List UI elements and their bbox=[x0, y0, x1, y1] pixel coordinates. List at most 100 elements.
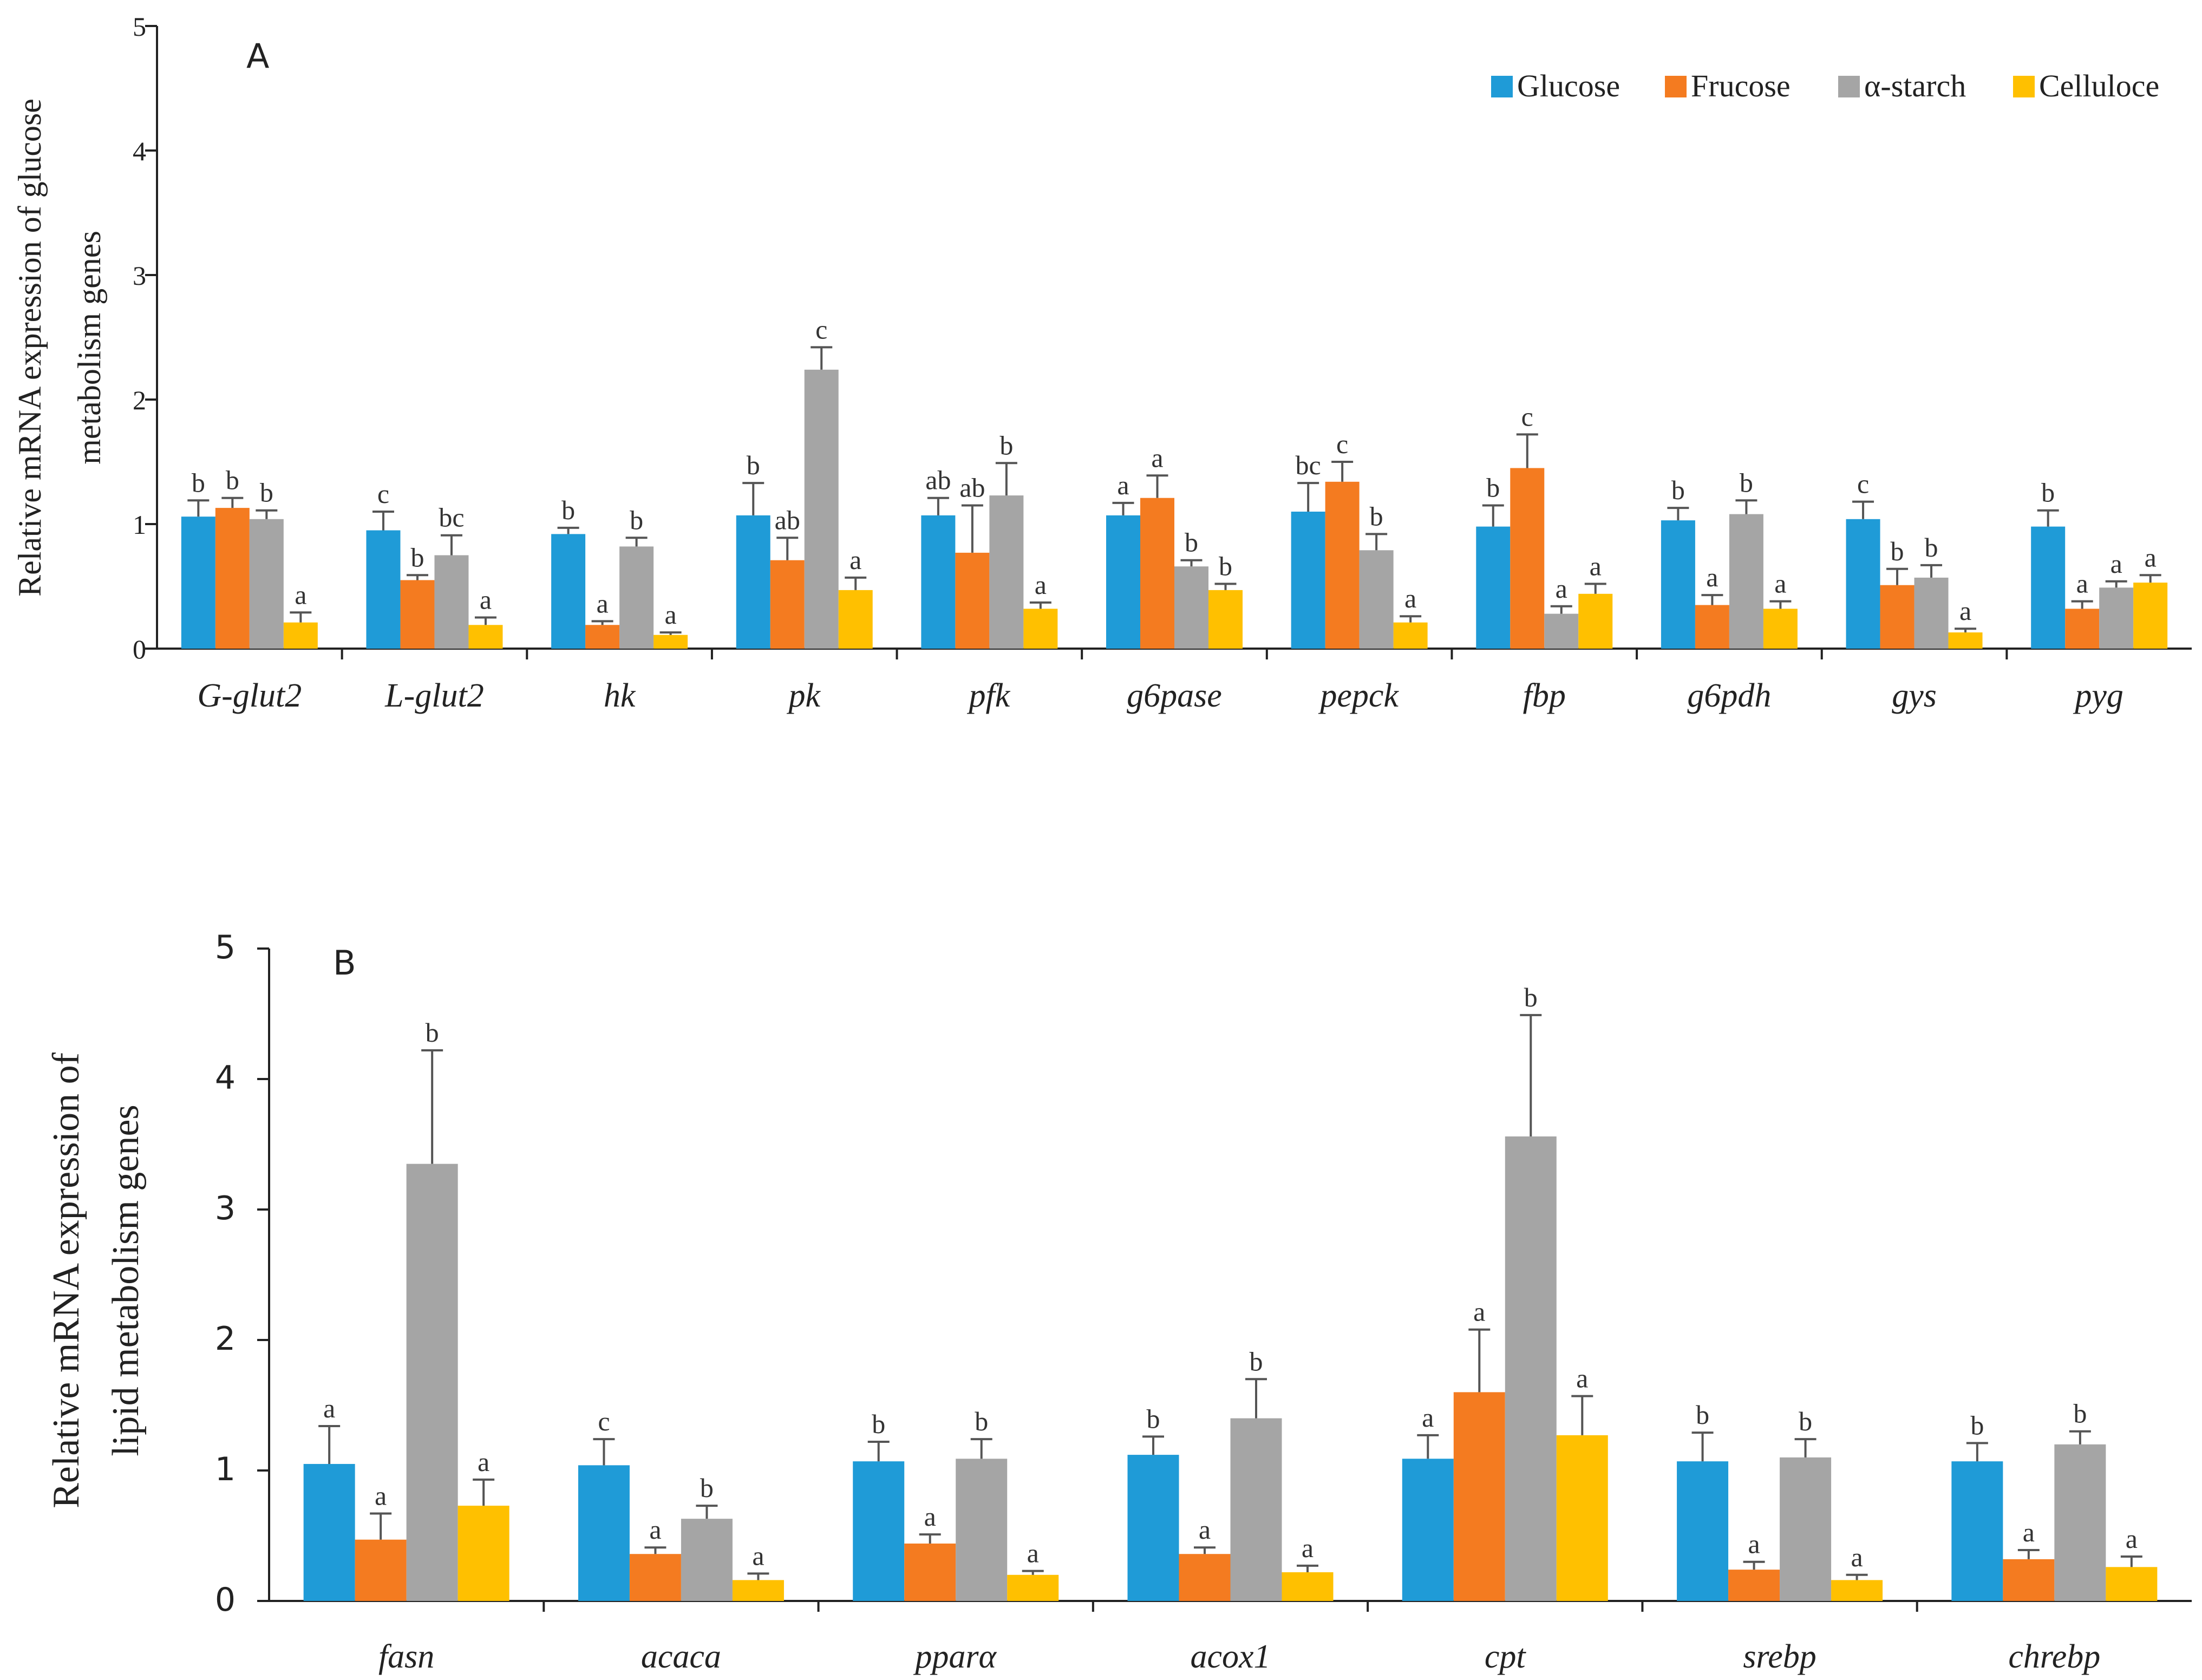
bar bbox=[654, 635, 688, 649]
significance-label: b bbox=[1799, 1406, 1812, 1436]
significance-label: a bbox=[1404, 583, 1416, 613]
significance-label: a bbox=[478, 1447, 489, 1477]
y-axis-label: Relative mRNA expression of glucose metab… bbox=[12, 99, 107, 597]
significance-label: a bbox=[2110, 548, 2122, 579]
significance-label: c bbox=[815, 314, 827, 344]
significance-label: c bbox=[598, 1406, 610, 1436]
bar bbox=[1174, 566, 1208, 649]
legend-label: Glucose bbox=[1517, 68, 1620, 103]
x-category-label: g6pdh bbox=[1687, 677, 1771, 714]
bar bbox=[2031, 526, 2066, 649]
y-tick-label: 0 bbox=[215, 1581, 236, 1619]
legend-swatch bbox=[1838, 76, 1860, 97]
significance-label: b bbox=[561, 495, 575, 525]
bar bbox=[804, 369, 839, 649]
significance-label: a bbox=[1851, 1542, 1863, 1572]
bar bbox=[1695, 605, 1729, 649]
significance-label: a bbox=[295, 579, 306, 610]
chart-lipid-metabolism: 0 1 2 3 4 5 Relative mRNA expression of lipid m… bbox=[45, 929, 2192, 1675]
bar bbox=[1831, 1580, 1883, 1601]
significance-label: a bbox=[664, 599, 676, 630]
significance-label: a bbox=[1027, 1538, 1039, 1568]
significance-label: c bbox=[1521, 401, 1533, 432]
bar bbox=[551, 534, 586, 649]
significance-label: a bbox=[1302, 1533, 1314, 1563]
significance-label: b bbox=[1147, 1403, 1160, 1434]
significance-label: c bbox=[377, 479, 389, 509]
y-tick-label: 4 bbox=[133, 136, 146, 166]
bar bbox=[736, 515, 770, 649]
bar bbox=[1476, 526, 1511, 649]
x-category-label: hk bbox=[604, 677, 636, 714]
bar bbox=[1544, 613, 1579, 649]
bar bbox=[629, 1554, 681, 1601]
significance-label: b bbox=[872, 1409, 885, 1439]
x-category-label: pfk bbox=[966, 677, 1010, 714]
bar bbox=[468, 625, 503, 649]
bar bbox=[921, 515, 956, 649]
y-tick-label: 1 bbox=[133, 509, 146, 540]
bar bbox=[853, 1461, 905, 1601]
significance-label: a bbox=[924, 1501, 936, 1532]
chart-glucose-metabolism: 0 1 2 3 4 5 Relative mRNA expression of glucos… bbox=[12, 11, 2192, 714]
significance-label: a bbox=[1199, 1514, 1211, 1545]
bar bbox=[2106, 1567, 2158, 1601]
bar bbox=[1179, 1554, 1231, 1601]
x-category-label: pyg bbox=[2073, 677, 2123, 714]
legend-label: Celluloce bbox=[2039, 68, 2159, 103]
significance-label: ab bbox=[775, 505, 800, 535]
bar bbox=[1661, 520, 1695, 649]
legend: Glucose Frucose α-starch Celluloce bbox=[1491, 68, 2159, 103]
significance-label: b bbox=[410, 542, 424, 572]
bar bbox=[1325, 481, 1360, 649]
x-category-label: chrebp bbox=[2008, 1638, 2100, 1675]
bar bbox=[1402, 1459, 1454, 1601]
bar bbox=[406, 1163, 458, 1601]
significance-label: bc bbox=[439, 502, 464, 533]
bar bbox=[1846, 519, 1880, 649]
significance-label: b bbox=[1370, 501, 1383, 531]
legend-label: α-starch bbox=[1864, 68, 1966, 103]
bar bbox=[1359, 550, 1394, 649]
bar bbox=[1951, 1461, 2003, 1601]
significance-label: a bbox=[1151, 442, 1163, 473]
legend-swatch bbox=[1665, 76, 1687, 97]
bar bbox=[770, 560, 805, 649]
significance-label: b bbox=[1970, 1410, 1984, 1440]
significance-label: b bbox=[1740, 467, 1753, 498]
significance-label: a bbox=[596, 588, 608, 618]
bar bbox=[181, 517, 215, 649]
x-category-label: acox1 bbox=[1190, 1638, 1270, 1675]
bar bbox=[1510, 468, 1545, 649]
significance-label: b bbox=[999, 430, 1013, 460]
significance-label: a bbox=[1473, 1297, 1485, 1327]
significance-label: a bbox=[1422, 1402, 1434, 1433]
y-tick-label: 2 bbox=[215, 1320, 236, 1358]
bar bbox=[578, 1465, 630, 1601]
x-category-label: g6pase bbox=[1127, 677, 1222, 714]
bar bbox=[1106, 515, 1140, 649]
bar bbox=[619, 546, 654, 649]
significance-label: c bbox=[1336, 429, 1348, 459]
significance-label: b bbox=[2041, 478, 2055, 508]
significance-label: a bbox=[1706, 562, 1718, 592]
y-tick-label: 2 bbox=[133, 385, 146, 415]
bar bbox=[1230, 1418, 1282, 1601]
bar bbox=[303, 1463, 355, 1601]
y-axis-label-line: metabolism genes bbox=[71, 231, 107, 465]
significance-label: a bbox=[2076, 568, 2088, 599]
bar bbox=[955, 552, 990, 649]
bar bbox=[1729, 514, 1763, 649]
significance-label: b bbox=[747, 450, 760, 480]
significance-label: a bbox=[2126, 1524, 2138, 1554]
y-axis-label-line: Relative mRNA expression of glucose bbox=[12, 99, 48, 597]
significance-label: b bbox=[1219, 551, 1232, 581]
y-axis-label-line: lipid metabolism genes bbox=[105, 1104, 147, 1456]
bar bbox=[1505, 1136, 1557, 1601]
bar bbox=[838, 590, 873, 649]
y-tick-label: 4 bbox=[215, 1059, 236, 1097]
significance-label: ab bbox=[959, 473, 985, 503]
bar bbox=[283, 622, 318, 649]
bar bbox=[1556, 1435, 1608, 1601]
